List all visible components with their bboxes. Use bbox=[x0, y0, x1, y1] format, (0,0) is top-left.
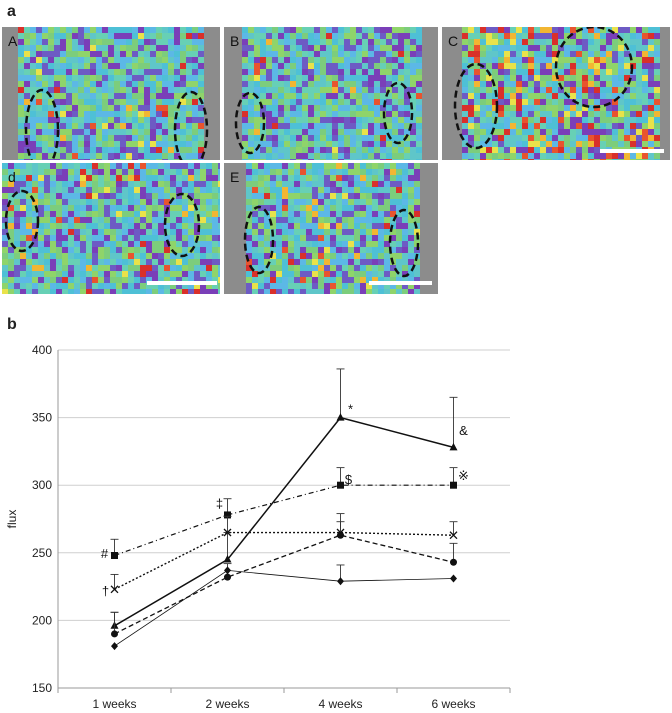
data-point bbox=[337, 577, 344, 586]
series-line bbox=[114, 531, 454, 590]
tile-svg-c bbox=[453, 27, 664, 160]
data-point bbox=[336, 413, 345, 421]
y-tick-label: 150 bbox=[32, 681, 52, 695]
speckle-texture bbox=[246, 163, 420, 294]
significance-marker: * bbox=[348, 402, 353, 417]
speckle-texture bbox=[2, 163, 220, 294]
series-line bbox=[114, 534, 454, 635]
significance-marker: # bbox=[101, 546, 109, 561]
data-point bbox=[223, 528, 232, 537]
data-point bbox=[337, 531, 344, 539]
laser-image-e: E bbox=[224, 163, 438, 294]
x-tick-label: 2 weeks bbox=[205, 697, 249, 711]
series-line bbox=[114, 569, 454, 647]
series-line bbox=[114, 484, 454, 557]
data-point bbox=[111, 552, 118, 560]
significance-marker: & bbox=[459, 423, 468, 438]
region-outline-0 bbox=[234, 91, 266, 155]
region-outline-0 bbox=[453, 62, 499, 150]
region-outline-1 bbox=[388, 208, 420, 278]
laser-image-a: A bbox=[2, 27, 220, 160]
laser-image-b: B bbox=[224, 27, 438, 160]
series-cross bbox=[110, 513, 458, 594]
panel-a-letter: a bbox=[7, 3, 16, 20]
panel-b-letter: b bbox=[7, 316, 17, 333]
series-circle bbox=[110, 521, 458, 638]
data-point bbox=[111, 642, 118, 651]
data-point bbox=[224, 566, 231, 575]
data-point bbox=[450, 481, 457, 489]
tile-label-e: E bbox=[230, 169, 240, 185]
region-outline-1 bbox=[163, 192, 201, 258]
region-outline-0 bbox=[24, 88, 60, 160]
data-point bbox=[224, 511, 231, 519]
tile-svg-b bbox=[234, 27, 422, 160]
y-axis-label: flux bbox=[5, 510, 19, 529]
laser-image-c: C bbox=[442, 27, 670, 160]
region-outline-0 bbox=[4, 189, 40, 253]
y-tick-label: 300 bbox=[32, 478, 52, 492]
flux-line-chart: 150 200 250 300 350 400 1 weeks 2 weeks 4 weeks 6… bbox=[5, 343, 511, 711]
tile-label-b: B bbox=[230, 33, 240, 49]
data-point bbox=[110, 585, 119, 594]
tile-label-d: d bbox=[8, 169, 16, 185]
data-point bbox=[450, 558, 457, 566]
region-outline-1 bbox=[382, 81, 414, 145]
region-outline-1 bbox=[554, 27, 634, 109]
series-triangle bbox=[110, 368, 458, 629]
y-tick-label: 250 bbox=[32, 546, 52, 560]
x-tick-label: 1 weeks bbox=[92, 697, 136, 711]
data-point bbox=[450, 574, 457, 583]
tile-svg-e bbox=[243, 163, 432, 294]
data-point bbox=[223, 555, 232, 563]
significance-marker: ※ bbox=[458, 468, 469, 483]
data-point bbox=[224, 573, 231, 581]
significance-marker: $ bbox=[345, 472, 353, 487]
significance-marker: † bbox=[102, 584, 109, 599]
speckle-texture bbox=[242, 27, 422, 160]
data-point bbox=[449, 531, 458, 540]
significance-marker: ‡ bbox=[216, 496, 223, 511]
tile-svg-d bbox=[2, 163, 220, 294]
x-tick-label: 6 weeks bbox=[431, 697, 475, 711]
data-point bbox=[337, 481, 344, 489]
y-tick-label: 200 bbox=[32, 613, 52, 627]
series-diamond bbox=[111, 564, 457, 651]
laser-image-d: d bbox=[2, 163, 220, 294]
tile-label-c: C bbox=[448, 33, 459, 49]
y-tick-label: 350 bbox=[32, 411, 52, 425]
x-tick-label: 4 weeks bbox=[318, 697, 362, 711]
data-point bbox=[111, 630, 118, 638]
tile-label-a: A bbox=[8, 33, 18, 49]
series-line bbox=[114, 416, 454, 627]
region-outline-1 bbox=[173, 90, 209, 160]
series-square bbox=[110, 467, 458, 560]
speckle-texture bbox=[462, 27, 660, 160]
tile-svg-a bbox=[18, 27, 209, 160]
y-tick-label: 400 bbox=[32, 343, 52, 357]
data-point bbox=[449, 442, 458, 451]
region-outline-0 bbox=[243, 205, 275, 275]
